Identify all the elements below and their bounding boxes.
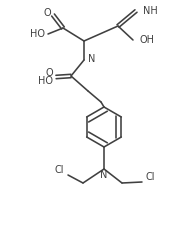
Text: HO: HO xyxy=(30,29,45,39)
Text: Cl: Cl xyxy=(146,172,155,182)
Text: NH: NH xyxy=(143,6,158,16)
Text: N: N xyxy=(100,170,108,180)
Text: HO: HO xyxy=(38,76,53,86)
Text: N: N xyxy=(88,54,95,64)
Text: O: O xyxy=(45,68,53,78)
Text: OH: OH xyxy=(140,35,155,45)
Text: O: O xyxy=(43,8,51,18)
Text: Cl: Cl xyxy=(54,165,64,175)
